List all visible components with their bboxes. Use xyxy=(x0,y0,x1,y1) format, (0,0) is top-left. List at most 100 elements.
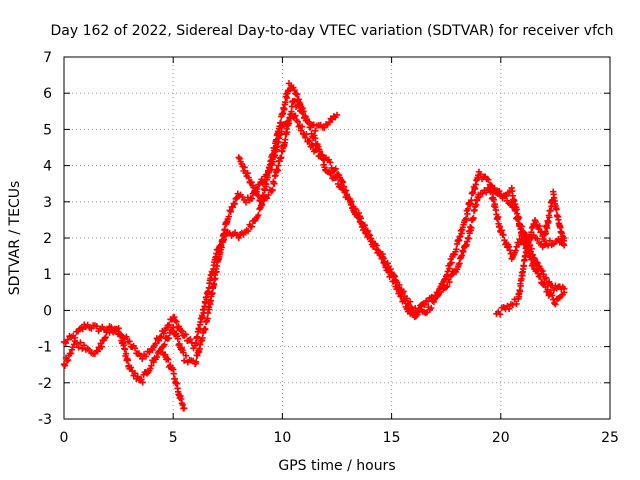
data-point xyxy=(297,127,305,134)
data-point xyxy=(229,204,236,211)
data-point xyxy=(333,111,341,119)
data-point xyxy=(348,198,355,205)
data-point xyxy=(124,356,131,364)
data-point xyxy=(485,176,492,183)
data-point xyxy=(282,136,289,143)
data-point xyxy=(227,208,234,215)
data-point xyxy=(285,120,293,127)
data-point xyxy=(168,327,176,334)
data-point xyxy=(475,194,483,201)
data-point xyxy=(534,235,541,242)
series-track-6 xyxy=(493,188,568,318)
data-point xyxy=(67,350,75,357)
data-point xyxy=(205,306,213,313)
data-point xyxy=(448,271,455,279)
data-point xyxy=(321,124,328,131)
data-point xyxy=(180,357,188,364)
data-point xyxy=(279,110,287,117)
data-point xyxy=(396,289,403,297)
data-point xyxy=(127,364,135,371)
data-point xyxy=(121,346,129,353)
data-point xyxy=(448,259,455,266)
data-point xyxy=(182,331,189,338)
data-point xyxy=(340,183,348,190)
data-point xyxy=(398,293,405,300)
data-point xyxy=(400,288,407,295)
data-point xyxy=(558,230,565,237)
data-point xyxy=(536,222,543,230)
x-tick-label: 0 xyxy=(60,430,69,446)
data-point xyxy=(515,214,522,222)
data-point xyxy=(490,196,497,204)
data-point xyxy=(347,199,354,206)
data-point xyxy=(513,210,521,217)
data-point xyxy=(373,245,380,253)
data-point xyxy=(381,260,388,267)
data-point xyxy=(164,355,171,362)
data-point xyxy=(225,213,232,220)
data-point xyxy=(102,334,109,341)
data-point xyxy=(303,130,310,138)
data-point xyxy=(255,192,262,200)
data-point xyxy=(255,211,262,219)
data-point xyxy=(139,355,146,362)
data-point xyxy=(93,323,100,330)
data-point xyxy=(534,259,541,266)
data-point xyxy=(540,270,547,278)
data-point xyxy=(241,164,248,171)
y-tick-label: -1 xyxy=(38,340,52,356)
data-point xyxy=(182,352,190,359)
data-point xyxy=(401,297,408,305)
data-point xyxy=(266,167,273,175)
data-point xyxy=(235,234,242,242)
data-point xyxy=(547,207,554,214)
data-point xyxy=(505,243,513,251)
data-point xyxy=(117,331,125,338)
data-point xyxy=(299,108,307,116)
data-point xyxy=(468,224,475,232)
data-point xyxy=(253,188,260,195)
data-point xyxy=(505,305,513,313)
data-point xyxy=(178,327,186,335)
y-tick-label: 5 xyxy=(43,122,52,138)
data-point xyxy=(517,238,524,245)
data-point xyxy=(513,300,520,308)
data-point xyxy=(282,99,289,106)
data-point xyxy=(309,142,317,149)
data-point xyxy=(388,272,395,279)
data-point xyxy=(552,301,559,308)
data-point xyxy=(394,284,401,292)
data-point xyxy=(268,161,276,169)
data-point xyxy=(170,323,177,331)
data-point xyxy=(199,314,206,321)
data-point xyxy=(447,272,454,280)
data-point xyxy=(326,159,334,166)
data-point xyxy=(63,357,71,365)
data-point xyxy=(152,340,159,347)
data-point xyxy=(153,353,161,361)
data-point xyxy=(516,288,524,295)
data-point xyxy=(366,232,373,239)
data-point xyxy=(496,311,504,318)
data-point xyxy=(311,127,319,134)
data-point xyxy=(528,256,535,263)
data-point xyxy=(165,335,173,342)
data-point xyxy=(292,112,299,119)
data-point xyxy=(204,315,211,322)
data-point xyxy=(380,259,387,266)
data-point xyxy=(156,334,164,341)
data-point xyxy=(479,190,486,197)
data-point xyxy=(377,250,384,258)
data-point xyxy=(362,229,369,237)
data-point xyxy=(293,91,301,98)
x-tick-label: 10 xyxy=(273,430,291,446)
data-point xyxy=(160,330,167,337)
data-point xyxy=(339,178,347,186)
data-point xyxy=(244,170,251,177)
data-point xyxy=(515,241,522,248)
x-axis-label: GPS time / hours xyxy=(278,458,395,474)
chart-title: Day 162 of 2022, Sidereal Day-to-day VTE… xyxy=(50,23,613,39)
data-point xyxy=(139,379,146,386)
data-point xyxy=(546,237,554,244)
